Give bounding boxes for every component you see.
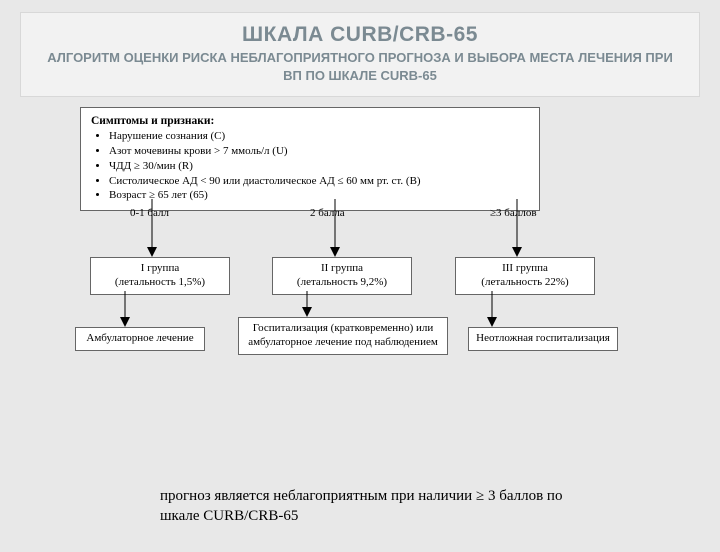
action-1-box: Амбулаторное лечение [75, 327, 205, 351]
arrow-icon [145, 199, 159, 257]
arrow-icon [485, 291, 499, 327]
flowchart: Симптомы и признаки: Нарушение сознания … [60, 107, 660, 437]
symptom-item: Возраст ≥ 65 лет (65) [109, 189, 529, 203]
action-3-text: Неотложная госпитализация [476, 332, 610, 344]
arrow-icon [328, 199, 342, 257]
group-1-line1: I группа [97, 262, 223, 276]
symptoms-box: Симптомы и признаки: Нарушение сознания … [80, 107, 540, 211]
action-2-text: Госпитализация (кратковременно) или амбу… [248, 322, 438, 348]
arrow-icon [118, 291, 132, 327]
header-box: ШКАЛА CURB/CRB-65 АЛГОРИТМ ОЦЕНКИ РИСКА … [20, 12, 700, 97]
symptoms-list: Нарушение сознания (C) Азот мочевины кро… [109, 130, 529, 203]
group-2-line1: II группа [279, 262, 405, 276]
action-2-box: Госпитализация (кратковременно) или амбу… [238, 317, 448, 355]
page-title: ШКАЛА CURB/CRB-65 [39, 23, 681, 47]
group-2-box: II группа (летальность 9,2%) [272, 257, 412, 295]
symptoms-title: Симптомы и признаки: [91, 114, 529, 128]
footnote-text: прогноз является неблагоприятным при нал… [160, 487, 590, 526]
symptom-item: Нарушение сознания (C) [109, 130, 529, 144]
group-1-line2: (летальность 1,5%) [97, 276, 223, 290]
group-3-box: III группа (летальность 22%) [455, 257, 595, 295]
group-3-line1: III группа [462, 262, 588, 276]
symptom-item: Систолическое АД < 90 или диастолическое… [109, 175, 529, 189]
group-3-line2: (летальность 22%) [462, 276, 588, 290]
action-1-text: Амбулаторное лечение [86, 332, 193, 344]
symptom-item: ЧДД ≥ 30/мин (R) [109, 160, 529, 174]
symptom-item: Азот мочевины крови > 7 ммоль/л (U) [109, 145, 529, 159]
arrow-icon [510, 199, 524, 257]
action-3-box: Неотложная госпитализация [468, 327, 618, 351]
page-subtitle: АЛГОРИТМ ОЦЕНКИ РИСКА НЕБЛАГОПРИЯТНОГО П… [39, 49, 681, 84]
group-1-box: I группа (летальность 1,5%) [90, 257, 230, 295]
group-2-line2: (летальность 9,2%) [279, 276, 405, 290]
arrow-icon [300, 291, 314, 317]
